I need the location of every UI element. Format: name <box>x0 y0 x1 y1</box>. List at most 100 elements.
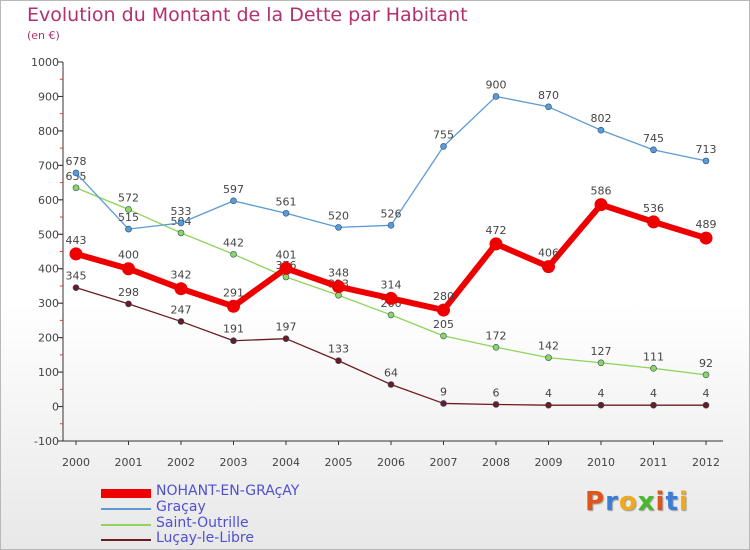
legend-swatch <box>101 524 151 526</box>
data-label: 280 <box>433 290 454 303</box>
data-point <box>492 93 500 100</box>
data-label: 314 <box>381 278 402 291</box>
data-point <box>437 303 450 317</box>
data-label: 64 <box>384 366 398 379</box>
data-point <box>384 291 398 305</box>
data-point <box>647 215 660 229</box>
data-point <box>72 169 80 177</box>
data-label: 400 <box>118 249 139 262</box>
data-label: 526 <box>381 207 402 220</box>
data-label: 561 <box>276 195 297 208</box>
data-label: 802 <box>591 112 612 125</box>
data-point <box>177 219 185 227</box>
series-1: 678 515 533 597 561 520 526 755 900 870 802 745 713 <box>66 78 717 233</box>
y-tick-label: 700 <box>38 159 59 172</box>
data-label: 92 <box>699 357 713 370</box>
x-tick-label: 2004 <box>272 456 300 469</box>
y-tick-label: 1000 <box>31 56 59 69</box>
y-tick-label: 200 <box>38 332 59 345</box>
data-label: 4 <box>545 387 552 400</box>
data-label: 572 <box>118 191 139 204</box>
data-point <box>440 332 447 340</box>
y-tick-label: 100 <box>38 366 59 379</box>
data-label: 442 <box>223 236 244 249</box>
legend-swatch <box>101 539 151 541</box>
data-label: 4 <box>598 387 605 400</box>
data-point <box>72 184 80 192</box>
data-label: 745 <box>643 132 664 145</box>
y-tick-label: 300 <box>38 297 59 310</box>
x-tick-label: 2008 <box>482 456 510 469</box>
data-point <box>335 291 342 299</box>
chart-title: Evolution du Montant de la Dette par Hab… <box>27 4 468 26</box>
data-label: 678 <box>66 155 87 168</box>
data-point <box>387 381 395 388</box>
data-label: 533 <box>171 205 192 218</box>
data-point <box>227 299 240 313</box>
data-label: 489 <box>696 218 717 231</box>
y-tick-label: 900 <box>38 90 59 103</box>
x-tick-label: 2009 <box>535 456 563 469</box>
y-tick-label: 400 <box>38 263 59 276</box>
x-tick-label: 2003 <box>220 456 248 469</box>
x-tick-label: 2000 <box>62 456 90 469</box>
x-tick-label: 2010 <box>587 456 615 469</box>
data-label: 4 <box>703 387 710 400</box>
data-point <box>594 198 608 212</box>
legend-label: Luçay-le-Libre <box>156 530 254 546</box>
data-point <box>699 231 713 245</box>
data-label: 191 <box>223 323 244 336</box>
legend-label: Saint-Outrille <box>156 515 249 531</box>
data-point <box>282 273 290 281</box>
data-label: 870 <box>538 89 559 102</box>
data-point <box>230 250 237 258</box>
data-label: 520 <box>328 209 349 222</box>
data-point <box>387 311 395 319</box>
proxiti-logo: Proxiti <box>585 487 689 517</box>
x-tick-label: 2002 <box>167 456 195 469</box>
data-point <box>125 300 132 308</box>
data-point <box>650 146 657 154</box>
data-point <box>650 365 657 372</box>
data-label: 586 <box>591 185 612 198</box>
data-point <box>122 262 135 276</box>
y-tick-label: 0 <box>52 401 59 414</box>
data-point <box>125 225 132 233</box>
data-point <box>489 237 503 251</box>
data-point <box>492 401 500 408</box>
x-tick-label: 2006 <box>377 456 405 469</box>
data-point <box>597 401 605 409</box>
data-point <box>702 157 710 165</box>
x-tick-label: 2005 <box>325 456 353 469</box>
data-label: 342 <box>171 269 192 282</box>
data-point <box>335 357 342 365</box>
data-label: 133 <box>328 343 349 356</box>
legend-label: Graçay <box>156 499 206 515</box>
data-label: 348 <box>328 267 349 280</box>
data-point <box>542 260 555 274</box>
data-label: 515 <box>118 211 139 224</box>
data-point <box>72 284 80 291</box>
legend-label: NOHANT-EN-GRAçAY <box>156 483 300 499</box>
data-point <box>335 224 342 231</box>
y-tick-label: -100 <box>34 435 59 448</box>
data-point <box>440 400 447 407</box>
data-label: 6 <box>493 386 500 399</box>
data-point <box>282 209 290 217</box>
legend-swatch <box>101 508 151 510</box>
data-point <box>597 126 605 134</box>
data-label: 900 <box>486 78 507 91</box>
data-point <box>174 282 188 296</box>
data-point <box>597 359 605 367</box>
chart-unit: (en €) <box>27 29 60 42</box>
data-label: 713 <box>696 143 717 156</box>
data-label: 111 <box>643 350 664 363</box>
data-point <box>125 206 132 213</box>
data-point <box>279 261 293 275</box>
data-label: 142 <box>538 340 559 353</box>
data-label: 443 <box>66 234 87 247</box>
data-point <box>545 354 552 361</box>
data-label: 345 <box>66 270 87 283</box>
y-tick-label: 800 <box>38 125 59 138</box>
data-label: 472 <box>486 224 507 237</box>
